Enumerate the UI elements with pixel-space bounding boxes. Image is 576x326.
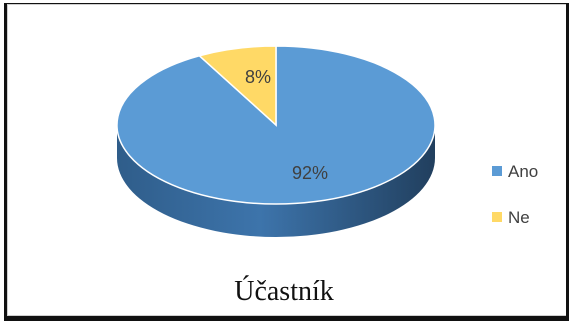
data-label-ne: 8% [245,67,271,87]
pie-group: 92% 8% [116,45,436,237]
pie-side [117,125,435,237]
pie-slice-ne [197,45,277,127]
chart-title: Účastník [234,276,334,307]
legend-label-ano: Ano [508,162,538,181]
legend-label-ne: Ne [508,208,530,227]
legend-swatch-ano [492,166,502,176]
data-label-ano: 92% [292,163,328,183]
legend-swatch-ne [492,212,502,222]
legend: Ano Ne [492,162,538,227]
